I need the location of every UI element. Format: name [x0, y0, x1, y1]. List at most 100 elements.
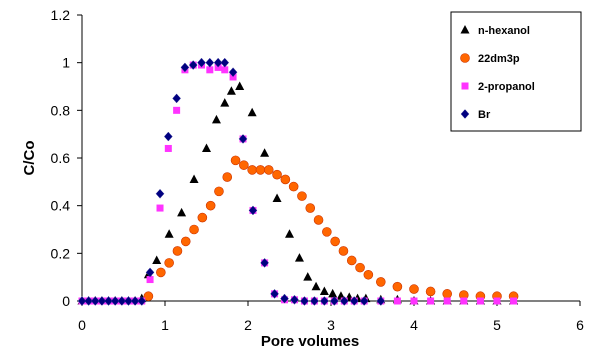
- data-point: [213, 57, 223, 68]
- data-point: [493, 297, 501, 305]
- data-point: [220, 57, 230, 68]
- data-point: [248, 205, 258, 216]
- data-point: [137, 296, 147, 306]
- data-point: [104, 296, 113, 306]
- data-point: [285, 229, 294, 238]
- x-tick-label: 3: [327, 317, 335, 333]
- data-point: [260, 257, 269, 268]
- data-point: [172, 246, 183, 256]
- data-point: [376, 296, 386, 306]
- data-point: [230, 155, 241, 166]
- data-point: [189, 224, 199, 235]
- y-axis-title: C/Co: [21, 141, 38, 176]
- data-point: [329, 296, 339, 306]
- data-point: [97, 296, 107, 306]
- data-point: [226, 86, 236, 95]
- data-point: [155, 188, 165, 199]
- legend-label: n-hexanol: [478, 25, 530, 37]
- plot-area: 0 1 2 3 4 5 6 0 0.2 0.4 0.6 0.8 1 1.2: [51, 7, 585, 333]
- data-point: [442, 289, 453, 299]
- data-point: [202, 143, 211, 152]
- data-point: [290, 294, 299, 305]
- data-point: [197, 212, 208, 223]
- y-tick-label: 0.6: [51, 150, 71, 166]
- data-point: [221, 66, 229, 74]
- data-point: [392, 281, 403, 292]
- data-point: [300, 296, 309, 306]
- data-point: [188, 60, 198, 70]
- data-point: [330, 236, 340, 247]
- data-point: [255, 165, 266, 175]
- data-point: [235, 81, 245, 90]
- data-point: [238, 134, 248, 144]
- data-point: [305, 203, 316, 213]
- data-point: [146, 276, 154, 284]
- data-point: [375, 277, 386, 287]
- data-point: [247, 107, 257, 117]
- data-point: [460, 297, 468, 305]
- series-br: [77, 57, 386, 306]
- series-22dm3p: [143, 155, 519, 302]
- data-point: [260, 148, 270, 157]
- data-point: [322, 227, 332, 237]
- legend-box: [450, 11, 582, 132]
- data-point: [173, 106, 181, 114]
- data-point: [359, 296, 369, 306]
- data-point: [177, 207, 187, 217]
- y-tick-label: 0.4: [51, 198, 71, 214]
- data-point: [476, 297, 484, 305]
- data-point: [328, 288, 338, 298]
- data-point: [280, 293, 289, 304]
- x-tick-label: 6: [576, 317, 584, 333]
- data-point: [205, 200, 216, 211]
- data-point: [272, 169, 282, 180]
- data-point: [393, 297, 401, 305]
- data-point: [220, 98, 230, 107]
- data-point: [164, 229, 174, 238]
- legend-item: n-hexanol: [460, 25, 530, 37]
- data-point: [145, 267, 155, 278]
- data-point: [124, 296, 133, 306]
- y-tick-label: 0.2: [51, 245, 71, 261]
- data-point: [409, 284, 419, 294]
- y-tick-label: 1.2: [51, 7, 71, 23]
- data-point: [294, 253, 304, 262]
- legend-item: 2-propanol: [461, 81, 535, 93]
- data-point: [77, 296, 87, 306]
- data-point: [180, 62, 190, 73]
- data-point: [510, 297, 518, 305]
- data-point: [270, 288, 279, 299]
- legend-items: n-hexanol 22dm3p 2-propanol Br: [460, 25, 535, 121]
- data-point: [152, 255, 162, 264]
- legend-marker: [460, 109, 470, 119]
- data-point: [172, 93, 181, 104]
- data-point: [338, 246, 349, 256]
- y-tick-label: 0: [62, 293, 70, 309]
- data-point: [363, 269, 374, 280]
- data-point: [84, 296, 93, 306]
- x-tick-label: 2: [244, 317, 252, 333]
- legend-item: Br: [460, 109, 491, 121]
- data-point: [297, 191, 307, 201]
- data-point: [222, 172, 233, 182]
- data-point: [143, 291, 154, 302]
- data-point: [214, 186, 224, 197]
- data-point: [156, 267, 166, 278]
- data-point: [288, 181, 299, 192]
- data-point: [90, 296, 100, 306]
- x-tick-label: 4: [410, 317, 418, 333]
- data-point: [247, 165, 257, 175]
- data-point: [239, 160, 249, 170]
- y-tick-label: 0.8: [51, 102, 71, 118]
- data-point: [310, 296, 319, 306]
- data-point: [319, 286, 329, 295]
- data-point: [339, 296, 349, 306]
- data-point: [280, 174, 291, 185]
- legend-label: Br: [478, 109, 491, 121]
- x-tick-label: 0: [78, 317, 86, 333]
- legend-item: 22dm3p: [460, 53, 520, 65]
- legend-marker: [460, 53, 470, 63]
- x-axis-title: Pore volumes: [261, 333, 359, 350]
- data-point: [443, 297, 451, 305]
